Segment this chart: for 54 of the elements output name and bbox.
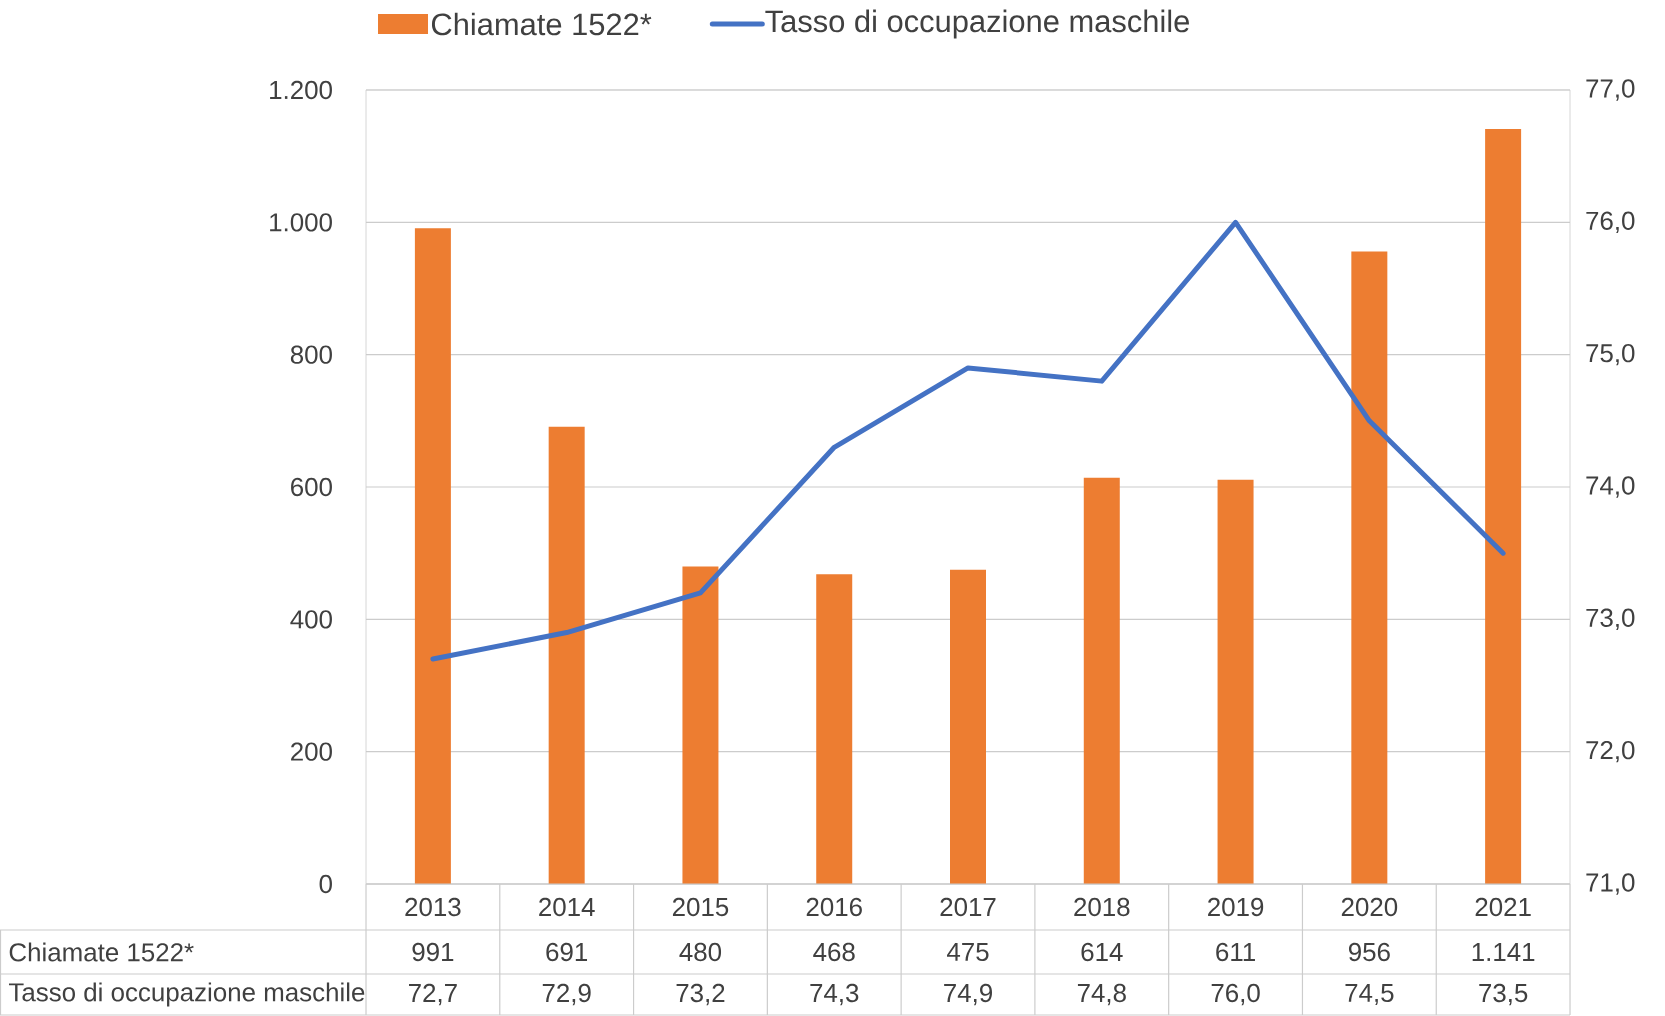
y-tick-label: 600 (291, 477, 332, 497)
data-label: 611 (1216, 942, 1255, 962)
x-tick-label: 2017 (940, 897, 996, 917)
data-label: 74,5 (1345, 983, 1394, 1006)
y-tick-label: 400 (290, 610, 332, 629)
data-label: 1.141 (1472, 943, 1535, 961)
y-tick-label: 0 (319, 874, 332, 894)
y2-tick-label: 72,0 (1586, 740, 1635, 763)
bar (414, 228, 451, 884)
data-label: 74,8 (1077, 983, 1126, 1006)
y2-tick-label: 71,0 (1586, 873, 1635, 895)
x-tick-label: 2013 (405, 897, 461, 917)
bar (1485, 129, 1522, 884)
data-label: 991 (412, 942, 454, 962)
y-tick-label: 1.000 (270, 213, 332, 232)
y2-tick-label: 77,0 (1586, 79, 1635, 101)
y2-tick-label: 75,0 (1586, 343, 1635, 366)
y-tick-label: 1.200 (270, 80, 332, 100)
y2-tick-label: 76,0 (1586, 211, 1635, 234)
bar (682, 566, 719, 884)
data-label: 72,9 (542, 983, 591, 1006)
data-label: 956 (1348, 942, 1390, 962)
y-tick-label: 800 (290, 345, 332, 364)
y2-tick-label: 73,0 (1586, 608, 1635, 631)
data-label: 74,9 (944, 983, 992, 1006)
bar (950, 569, 986, 884)
data-label: 475 (947, 942, 989, 962)
bar (816, 574, 853, 884)
bar (1217, 479, 1254, 884)
data-label: 76,0 (1211, 983, 1260, 1006)
legend-label: Tasso di occupazione maschile (765, 9, 1189, 39)
bar (1351, 251, 1388, 884)
x-tick-label: 2019 (1208, 897, 1264, 917)
text: Chiamate 1522* (9, 942, 194, 962)
data-label: 73,5 (1479, 983, 1528, 1006)
data-label: 480 (679, 942, 722, 962)
y2-tick-label: 74,0 (1586, 476, 1635, 498)
x-tick-label: 2020 (1341, 897, 1398, 917)
data-label: 614 (1081, 942, 1123, 962)
bar (548, 426, 585, 884)
data-label: 468 (813, 942, 855, 962)
x-tick-label: 2021 (1475, 897, 1531, 917)
data-label: 72,7 (409, 983, 457, 1006)
x-tick-label: 2015 (672, 897, 729, 917)
x-tick-label: 2018 (1074, 897, 1130, 917)
data-label: 73,2 (676, 983, 725, 1006)
text: Tasso di occupazione maschile (8, 982, 365, 1007)
data-label: 74,3 (810, 983, 859, 1006)
data-label: 691 (546, 942, 588, 962)
y-tick-label: 200 (291, 742, 332, 761)
x-tick-label: 2014 (539, 897, 595, 917)
legend-label: Chiamate 1522* (431, 12, 652, 36)
x-tick-label: 2016 (806, 897, 862, 917)
bar (1083, 477, 1120, 884)
